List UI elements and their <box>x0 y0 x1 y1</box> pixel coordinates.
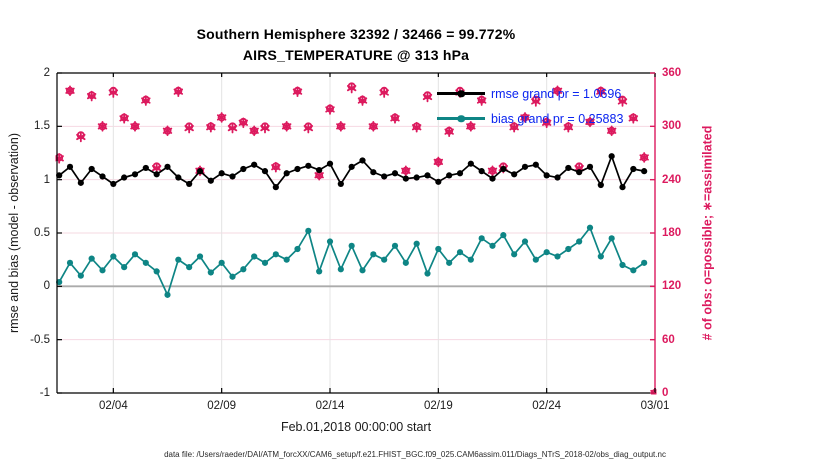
y-left-tick-label: 0.5 <box>34 227 50 239</box>
chart-title-line2: AIRS_TEMPERATURE @ 313 hPa <box>242 47 470 63</box>
legend-item-bias: bias grand pr = 0.25883 <box>437 106 623 131</box>
x-axis-label: Feb.01,2018 00:00:00 start <box>280 420 432 434</box>
x-tick-label: 02/24 <box>532 400 562 412</box>
x-tick-label: 03/01 <box>640 400 670 412</box>
y-right-tick-label: 180 <box>662 227 682 239</box>
x-tick-label: 02/04 <box>98 400 128 412</box>
chart-title: Southern Hemisphere 32392 / 32466 = 99.7… <box>57 24 655 66</box>
y-right-tick-label: 360 <box>662 67 682 79</box>
y-left-tick-label: 2 <box>43 67 50 79</box>
legend-line-sample-bias <box>437 117 485 120</box>
y-left-tick-label: -0.5 <box>30 333 50 346</box>
y-left-tick-label: 0 <box>43 280 50 293</box>
y-right-tick-label: 300 <box>662 120 682 133</box>
y-right-tick-label: 60 <box>662 333 675 346</box>
y-left-tick-label: 1.5 <box>34 120 50 133</box>
x-tick-label: 02/14 <box>315 400 345 412</box>
data-file-caption: data file: /Users/raeder/DAI/ATM_forcXX/… <box>164 450 666 459</box>
y-left-tick-label: 1 <box>43 173 50 186</box>
x-tick-label: 02/19 <box>423 400 453 412</box>
x-tick-label: 02/09 <box>207 400 237 412</box>
legend-line-sample-rmse <box>437 92 485 95</box>
y-right-tick-label: 240 <box>662 173 682 186</box>
legend-item-rmse: rmse grand pr = 1.0696 <box>437 81 623 106</box>
legend-label-rmse: rmse grand pr = 1.0696 <box>491 86 622 101</box>
y-right-tick-label: 120 <box>662 280 682 293</box>
legend-label-bias: bias grand pr = 0.25883 <box>491 111 624 126</box>
chart-title-line1: Southern Hemisphere 32392 / 32466 = 99.7… <box>196 26 516 42</box>
y-left-tick-label: -1 <box>39 387 50 399</box>
chart-legend: rmse grand pr = 1.0696 bias grand pr = 0… <box>437 81 623 131</box>
y-right-tick-label: 0 <box>662 387 669 399</box>
